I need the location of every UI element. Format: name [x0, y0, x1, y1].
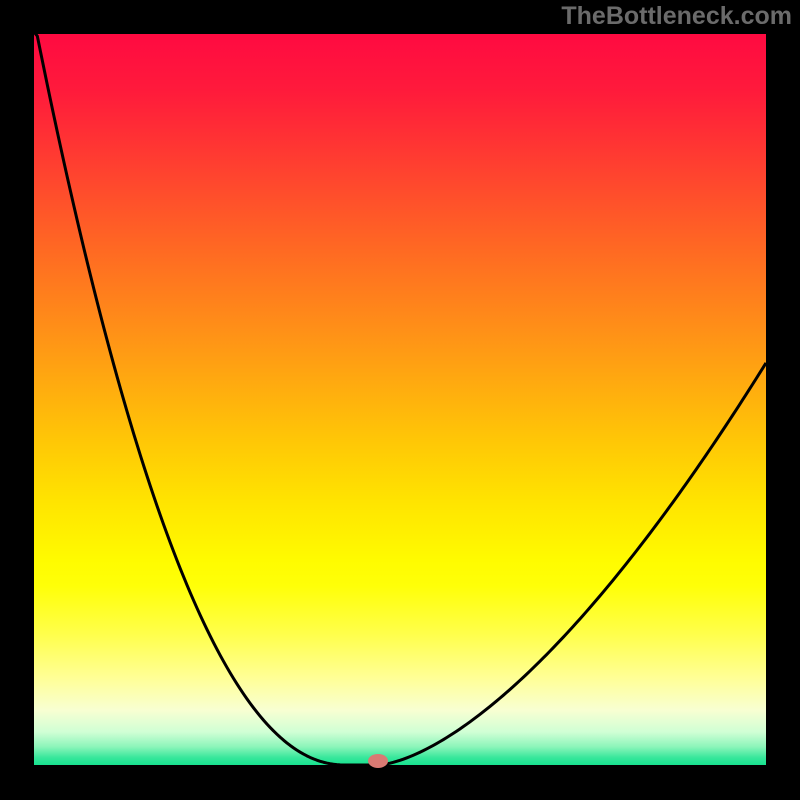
plot-area	[34, 34, 766, 765]
optimum-marker	[368, 754, 388, 768]
watermark-text: TheBottleneck.com	[561, 2, 792, 31]
chart-canvas	[0, 0, 800, 800]
